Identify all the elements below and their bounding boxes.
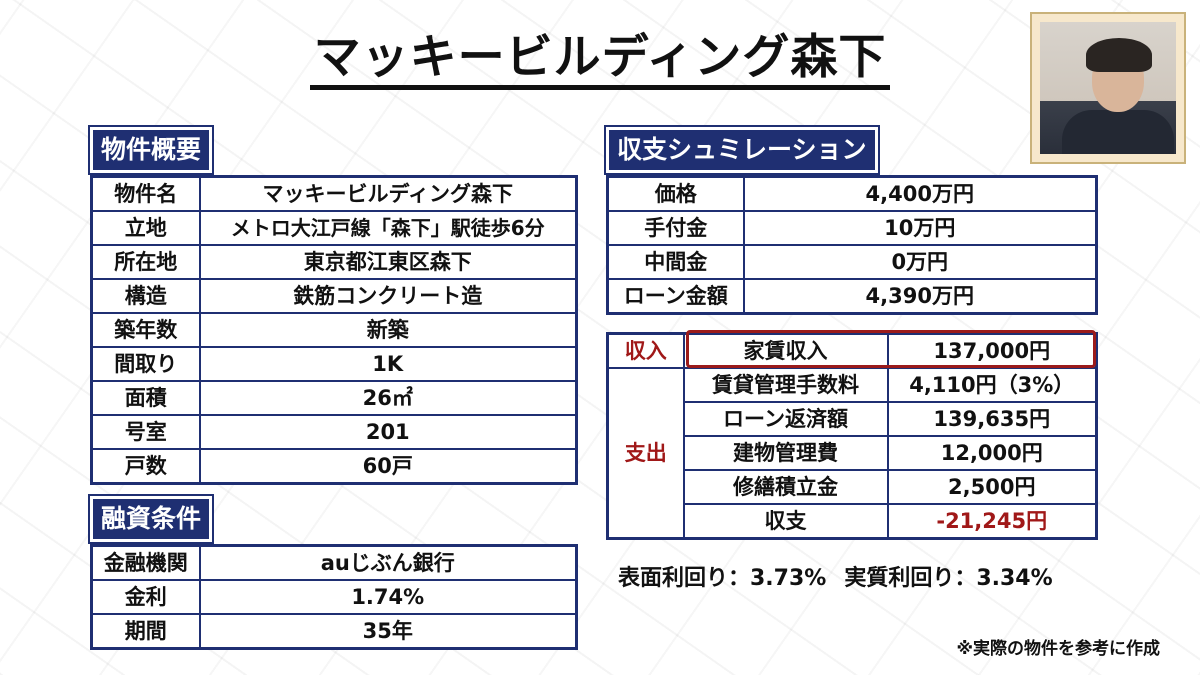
price-value: 4,400万円: [742, 175, 1098, 212]
overview-value: 60戸: [198, 448, 578, 485]
financing-label: 金融機関: [90, 544, 201, 581]
price-label: 価格: [606, 175, 745, 212]
presenter-body: [1062, 110, 1174, 154]
financing-label: 金利: [90, 579, 201, 615]
financing-value: 35年: [198, 613, 578, 650]
overview-label: 戸数: [90, 448, 201, 485]
income-label: 家賃収入: [682, 332, 889, 369]
presenter-hair: [1086, 38, 1152, 72]
expense-value: 4,110円（3%）: [886, 367, 1098, 403]
financing-value: auじぶん銀行: [198, 544, 578, 581]
price-table: 価格 4,400万円 手付金 10万円 中間金 0万円 ローン金額 4,390万円: [606, 175, 1098, 315]
price-label: 手付金: [606, 210, 745, 246]
table-row: 収支 -21,245円: [608, 503, 1098, 540]
overview-value: 201: [198, 414, 578, 450]
table-row: 立地 メトロ大江戸線「森下」駅徒歩6分: [90, 210, 578, 246]
presenter-image: [1040, 22, 1176, 154]
price-value: 10万円: [742, 210, 1098, 246]
table-row: 支出 賃貸管理手数料 4,110円（3%）: [606, 367, 1098, 540]
overview-table: 物件名 マッキービルディング森下 立地 メトロ大江戸線「森下」駅徒歩6分 所在地 東京…: [90, 175, 578, 485]
balance-label: 収支: [682, 503, 889, 540]
yield-summary: 表面利回り：3.73% 実質利回り：3.34%: [618, 560, 1071, 592]
slide-title-text: マッキービルディング森下: [309, 30, 891, 90]
table-row: 面積 26㎡: [90, 380, 578, 416]
overview-label: 物件名: [90, 175, 201, 212]
price-value: 0万円: [742, 244, 1098, 280]
table-row: 金融機関 auじぶん銀行: [90, 544, 578, 581]
overview-label: 築年数: [90, 312, 201, 348]
overview-value: 東京都江東区森下: [198, 244, 578, 280]
overview-label: 立地: [90, 210, 201, 246]
table-row: 手付金 10万円: [606, 210, 1098, 246]
expense-label: 賃貸管理手数料: [682, 367, 889, 403]
table-row: 戸数 60戸: [90, 448, 578, 485]
financing-label: 期間: [90, 613, 201, 650]
table-row: 建物管理費 12,000円: [608, 435, 1098, 471]
overview-value: メトロ大江戸線「森下」駅徒歩6分: [198, 210, 578, 246]
table-row: 号室 201: [90, 414, 578, 450]
table-row: 構造 鉄筋コンクリート造: [90, 278, 578, 314]
expense-category: 支出: [606, 367, 685, 540]
overview-label: 所在地: [90, 244, 201, 280]
table-row: 物件名 マッキービルディング森下: [90, 175, 578, 212]
expense-value: 139,635円: [886, 401, 1098, 437]
simulation-header: 収支シュミレーション: [606, 127, 878, 173]
surface-yield: 表面利回り：3.73%: [618, 566, 827, 591]
table-row: 価格 4,400万円: [606, 175, 1098, 212]
overview-label: 号室: [90, 414, 201, 450]
expense-label: 建物管理費: [682, 435, 889, 471]
table-row: 金利 1.74%: [90, 579, 578, 615]
table-row: 築年数 新築: [90, 312, 578, 348]
real-yield: 実質利回り：3.34%: [844, 566, 1053, 591]
overview-value: マッキービルディング森下: [198, 175, 578, 212]
overview-value: 新築: [198, 312, 578, 348]
table-row: 期間 35年: [90, 613, 578, 650]
table-row: 修繕積立金 2,500円: [608, 469, 1098, 505]
table-row: ローン返済額 139,635円: [608, 401, 1098, 437]
price-label: 中間金: [606, 244, 745, 280]
overview-label: 面積: [90, 380, 201, 416]
slide-title: マッキービルディング森下: [0, 28, 1200, 90]
table-row: ローン金額 4,390万円: [606, 278, 1098, 315]
table-row: 中間金 0万円: [606, 244, 1098, 280]
overview-value: 鉄筋コンクリート造: [198, 278, 578, 314]
overview-label: 間取り: [90, 346, 201, 382]
overview-value: 1K: [198, 346, 578, 382]
presenter-video: [1030, 12, 1186, 164]
expense-label: ローン返済額: [682, 401, 889, 437]
table-row: 所在地 東京都江東区森下: [90, 244, 578, 280]
income-category: 収入: [606, 332, 685, 369]
footnote: ※実際の物件を参考に作成: [956, 639, 1160, 659]
expense-value: 2,500円: [886, 469, 1098, 505]
expense-value: 12,000円: [886, 435, 1098, 471]
financing-value: 1.74%: [198, 579, 578, 615]
expense-label: 修繕積立金: [682, 469, 889, 505]
price-value: 4,390万円: [742, 278, 1098, 315]
price-label: ローン金額: [606, 278, 745, 315]
table-row: 間取り 1K: [90, 346, 578, 382]
income-highlight: [686, 330, 1096, 368]
overview-label: 構造: [90, 278, 201, 314]
overview-value: 26㎡: [198, 380, 578, 416]
financing-header: 融資条件: [90, 496, 213, 542]
overview-header: 物件概要: [90, 127, 213, 173]
balance-value: -21,245円: [886, 503, 1098, 540]
financing-table: 金融機関 auじぶん銀行 金利 1.74% 期間 35年: [90, 544, 578, 650]
